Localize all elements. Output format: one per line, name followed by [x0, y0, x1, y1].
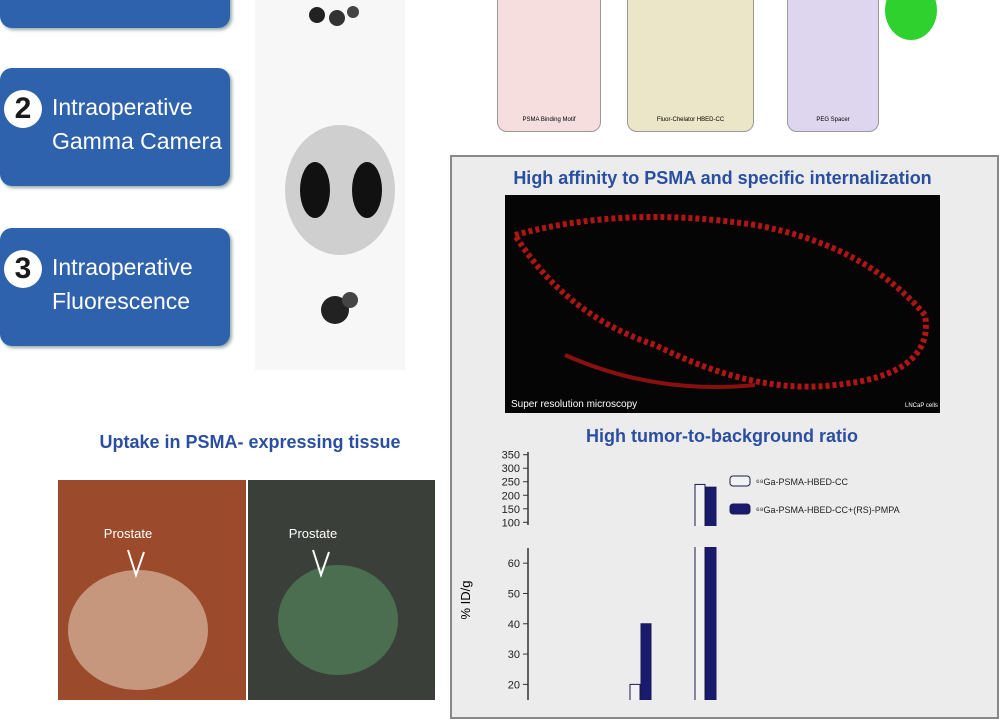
- y-tick-label: 30: [508, 649, 520, 661]
- structure-label: PEG Spacer: [816, 117, 850, 123]
- chart-title: High tumor-to-background ratio: [586, 426, 858, 446]
- step-number: 2: [4, 90, 42, 128]
- structure-box: PSMA Binding Motif: [497, 0, 601, 132]
- bar: [629, 683, 641, 700]
- tissue-arrow: [127, 549, 145, 579]
- microscopy-cells: LNCaP cells: [905, 403, 938, 409]
- chart: High tumor-to-background ratio % ID/g 10…: [458, 426, 900, 700]
- microscopy-image: Super resolution microscopy LNCaP cells: [505, 195, 940, 413]
- pet-spot: [321, 296, 349, 324]
- axis-break: [516, 526, 776, 547]
- tissue-title: Uptake in PSMA- expressing tissue: [99, 432, 401, 452]
- y-tick-label: 350: [502, 450, 520, 462]
- tissue-images: Prostate Prostate: [58, 480, 435, 700]
- legend-label: ⁶⁸Ga-PSMA-HBED-CC: [756, 477, 849, 487]
- step-label-line: Intraoperative: [52, 94, 193, 120]
- y-tick-label: 20: [508, 679, 520, 691]
- y-tick-label: 250: [502, 477, 520, 489]
- pet-kidney: [352, 162, 382, 218]
- step-box: 2 Intraoperative Gamma Camera: [0, 68, 230, 186]
- y-tick-label: 40: [508, 619, 520, 631]
- structure-box: PEG Spacer: [787, 0, 879, 132]
- microscopy-title: High affinity to PSMA and specific inter…: [513, 168, 932, 188]
- step-label: Intraoperative Fluorescence: [52, 250, 193, 318]
- structure-box: Fluor-Chelator HBED-CC: [627, 0, 754, 132]
- y-tick-label: 60: [508, 558, 520, 570]
- pet-spot: [347, 6, 359, 18]
- step-label: Intraoperative Gamma Camera: [52, 90, 222, 158]
- legend-swatch: [729, 475, 751, 487]
- y-tick-label: 50: [508, 588, 520, 600]
- step-label-line: Gamma Camera: [52, 128, 222, 154]
- step-label-line: Intraoperative: [52, 254, 193, 280]
- y-axis-label: % ID/g: [458, 580, 473, 619]
- y-tick-label: 200: [502, 490, 520, 502]
- step-number: 3: [4, 250, 42, 288]
- bar: [694, 483, 706, 700]
- pet-image: [255, 0, 405, 370]
- bar: [640, 623, 652, 700]
- tissue-label: Prostate: [104, 526, 152, 541]
- step-box: 3 Intraoperative Fluorescence: [0, 228, 230, 346]
- step-box: [0, 0, 230, 28]
- bar: [705, 486, 717, 700]
- legend-label: ⁶⁸Ga-PSMA-HBED-CC+(RS)-PMPA: [756, 505, 900, 515]
- legend-swatch: [729, 503, 751, 515]
- tissue-arrow: [312, 549, 330, 579]
- y-tick-label: 150: [502, 504, 520, 516]
- tissue-highlight: [278, 565, 398, 675]
- pet-torso: [285, 125, 395, 255]
- structure-label: PSMA Binding Motif: [522, 117, 576, 123]
- pet-kidney: [300, 162, 330, 218]
- y-tick-label: 100: [502, 517, 520, 529]
- pet-spot: [309, 7, 325, 23]
- microscopy-caption: Super resolution microscopy: [511, 399, 637, 410]
- pet-spot: [342, 292, 358, 308]
- tissue-label: Prostate: [289, 526, 337, 541]
- tissue-highlight: [68, 570, 208, 690]
- pet-spot: [329, 10, 345, 26]
- cell-outline: [510, 214, 929, 390]
- cell-outline: [564, 353, 756, 389]
- structure-label: Fluor-Chelator HBED-CC: [656, 117, 725, 123]
- y-tick-label: 300: [502, 463, 520, 475]
- step-label-line: Fluorescence: [52, 288, 191, 314]
